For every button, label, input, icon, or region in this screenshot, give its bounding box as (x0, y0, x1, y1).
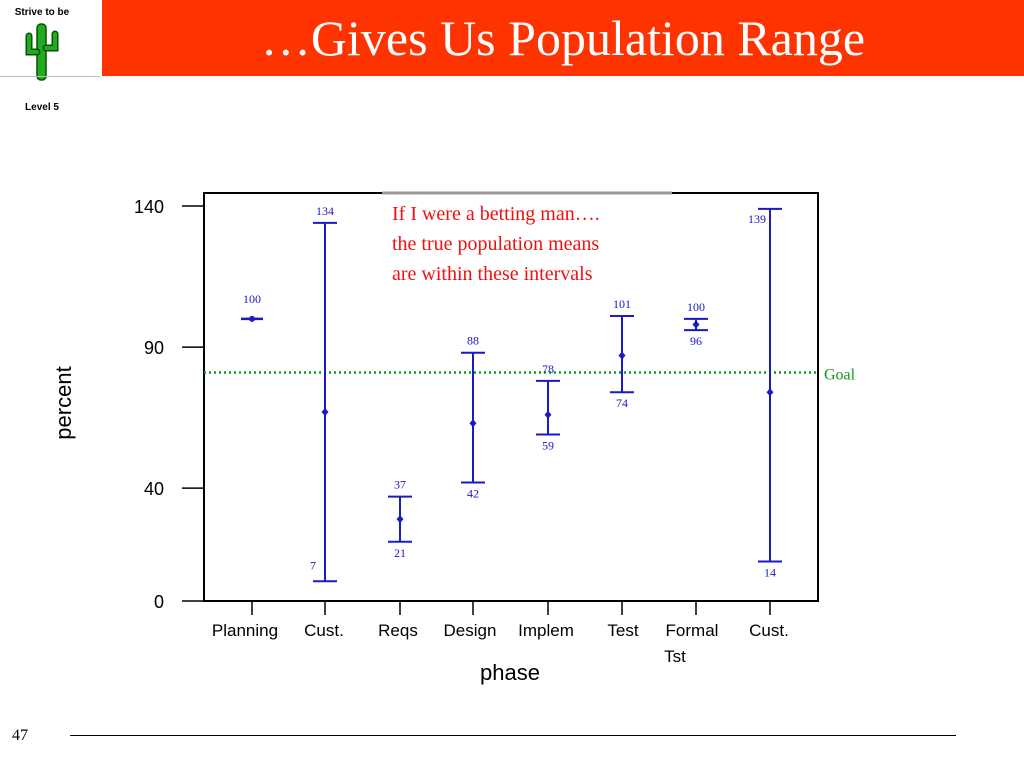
goal-label: Goal (824, 366, 856, 383)
annotation-line: are within these intervals (392, 263, 593, 285)
upper-bound-label: 37 (394, 478, 406, 492)
x-tick-label: Cust. (304, 621, 344, 640)
upper-bound-label: 78 (542, 362, 554, 376)
logo: Strive to be Level 5 (0, 0, 100, 120)
betting-annotation: If I were a betting man…. the true popul… (392, 199, 677, 289)
logo-divider (0, 76, 100, 77)
logo-bottom-text: Level 5 (25, 102, 59, 113)
slide-title: …Gives Us Population Range (260, 10, 866, 66)
title-bar (102, 0, 1024, 76)
x-tick-label: Reqs (378, 621, 418, 640)
x-tick-label: Implem (518, 621, 574, 640)
cactus-icon (25, 23, 59, 81)
x-tick-label: Planning (212, 621, 278, 640)
upper-bound-label: 139 (748, 212, 766, 226)
x-tick-label: Tst (664, 647, 686, 666)
interval-mean-point (692, 320, 700, 329)
upper-bound-label: 101 (613, 297, 631, 311)
annotation-line: If I were a betting man…. (392, 203, 600, 225)
lower-bound-label: 42 (467, 487, 479, 501)
upper-bound-label: 134 (316, 204, 334, 218)
y-tick-label: 140 (134, 197, 164, 217)
y-axis-title: percent (51, 366, 76, 439)
x-axis-title: phase (480, 660, 540, 685)
y-tick-label: 90 (144, 338, 164, 358)
upper-bound-label: 88 (467, 334, 479, 348)
interval-mean-point (544, 410, 552, 419)
annotation-line: the true population means (392, 233, 600, 255)
x-tick-label: Cust. (749, 621, 789, 640)
interval-mean-point (766, 388, 774, 397)
lower-bound-label: 74 (616, 396, 628, 410)
lower-bound-label: 96 (690, 334, 702, 348)
footer-divider (70, 735, 956, 736)
interval-mean-point (469, 419, 477, 428)
interval-mean-point (321, 407, 329, 416)
lower-bound-label: 21 (394, 546, 406, 560)
interval-mean-point (396, 515, 404, 524)
interval-mean-point (618, 351, 626, 360)
x-tick-label: Test (607, 621, 638, 640)
upper-bound-label: 100 (687, 300, 705, 314)
lower-bound-label: 7 (310, 558, 316, 572)
y-tick-label: 40 (144, 479, 164, 499)
page-number: 47 (12, 727, 28, 744)
logo-top-text: Strive to be (14, 7, 70, 18)
x-tick-label: Design (444, 621, 497, 640)
lower-bound-label: 14 (764, 566, 776, 580)
x-tick-label: Formal (666, 621, 719, 640)
upper-bound-label: 100 (243, 292, 261, 306)
y-tick-label: 0 (154, 592, 164, 612)
lower-bound-label: 59 (542, 439, 554, 453)
interval-mean-point (249, 315, 255, 322)
